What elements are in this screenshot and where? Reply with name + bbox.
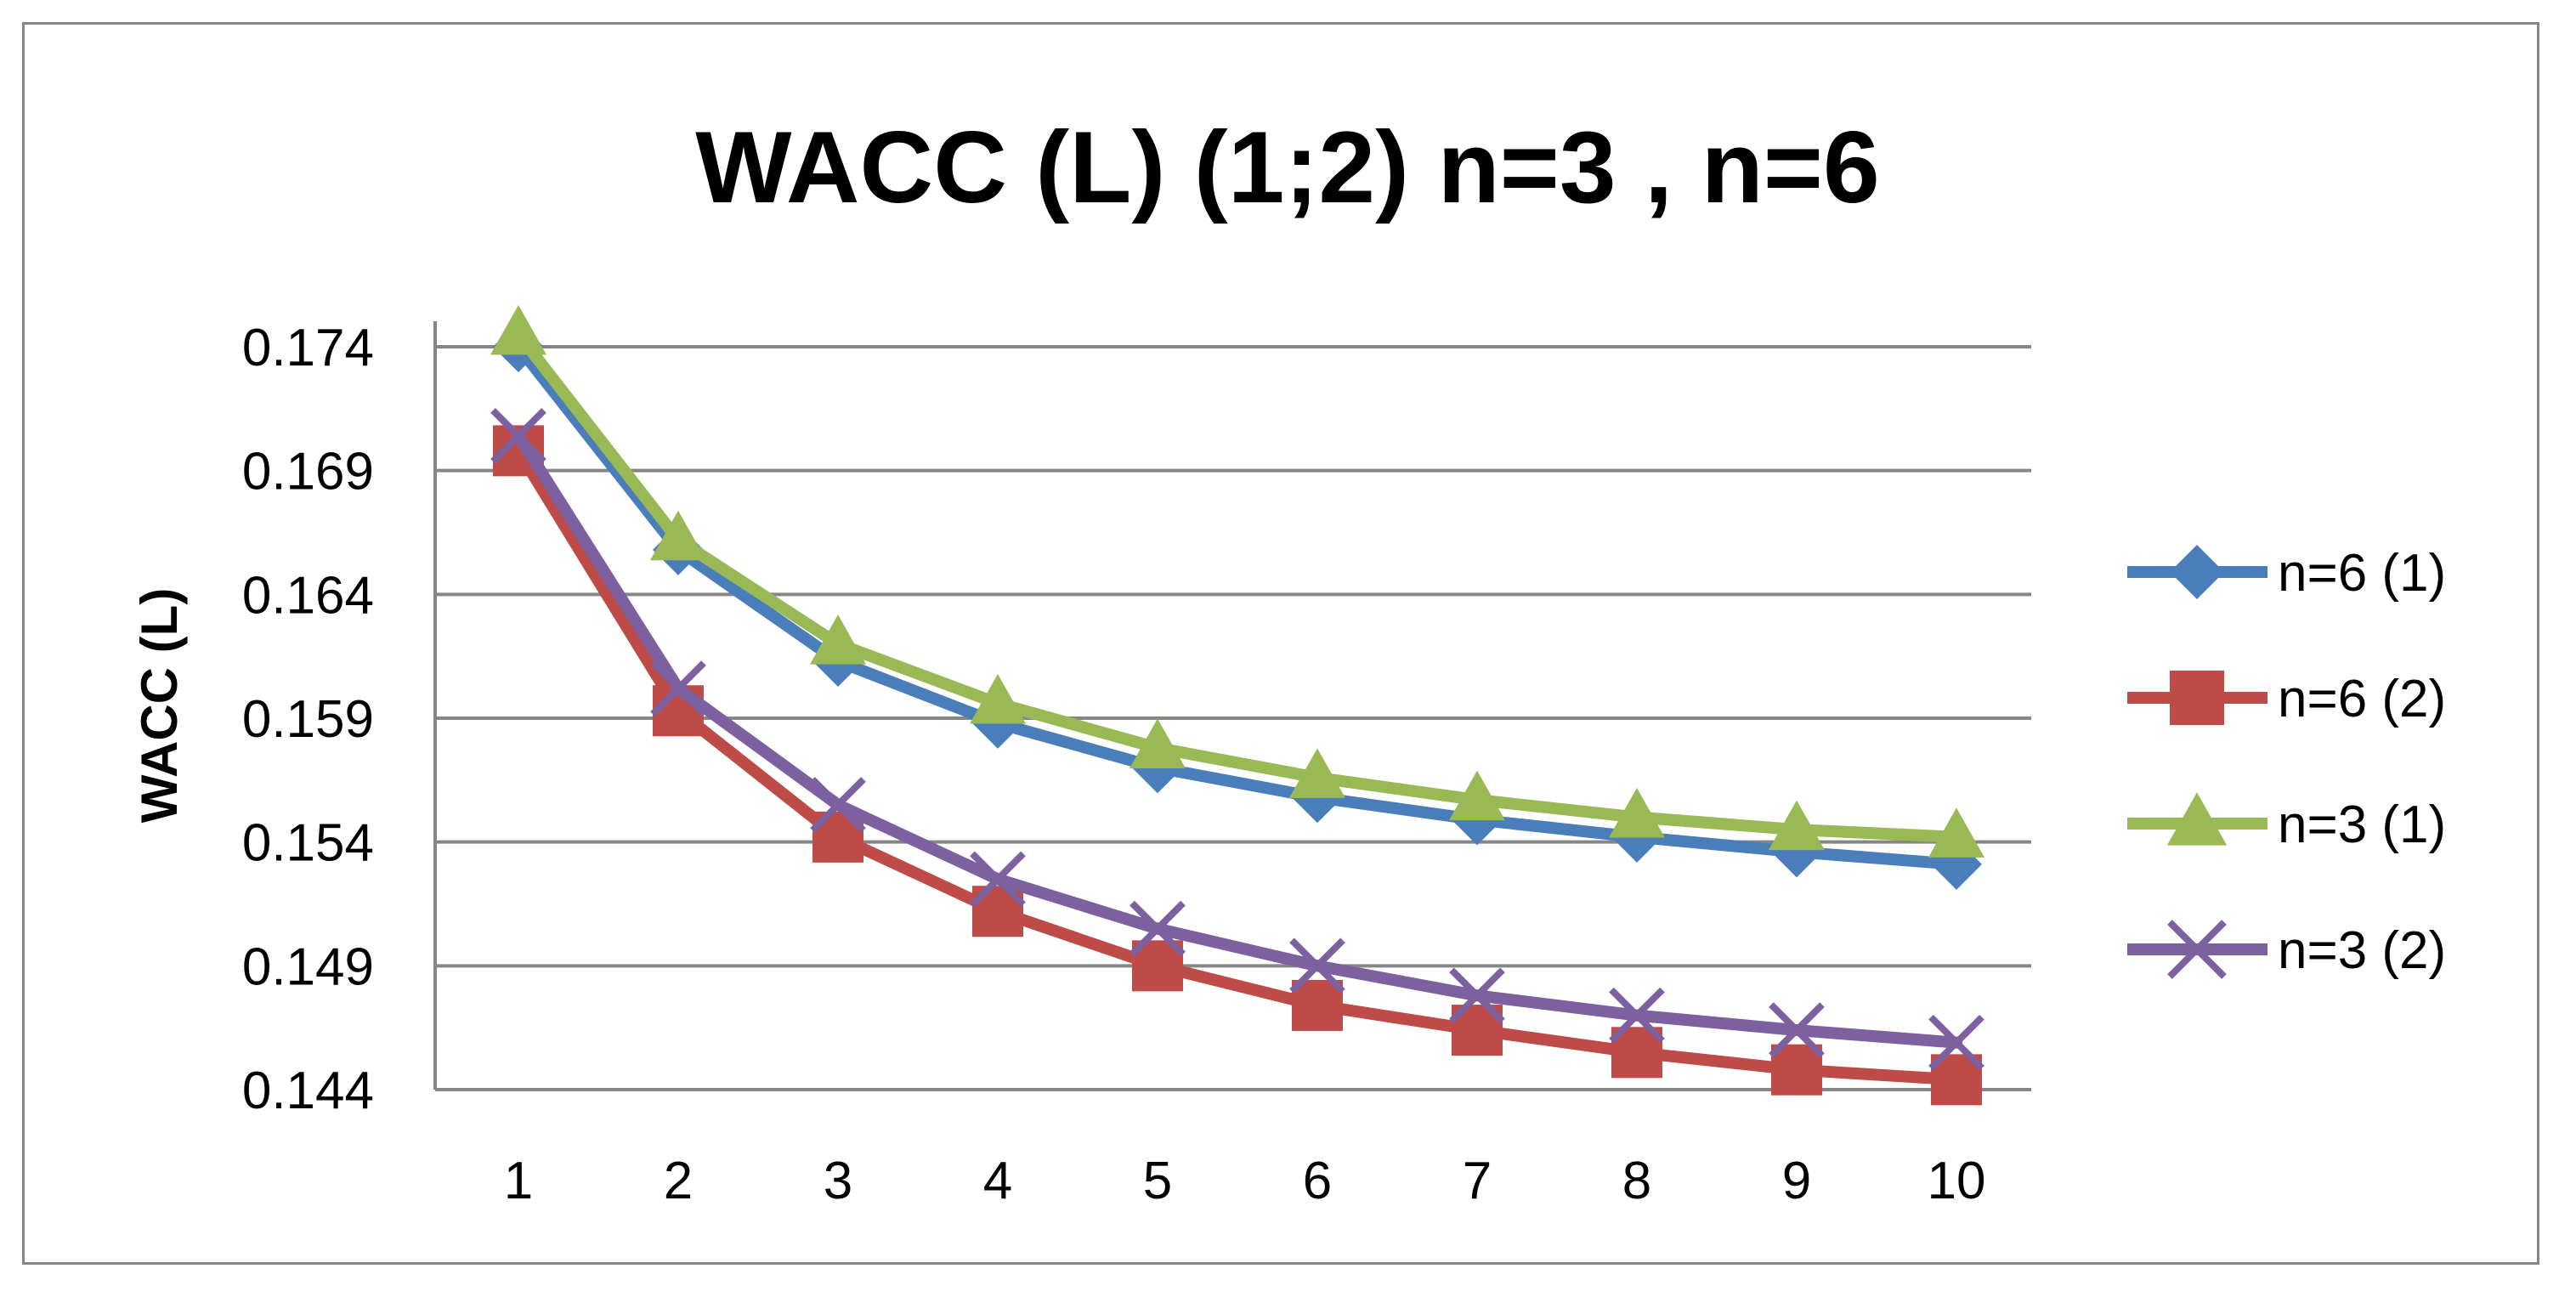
y-tick-label: 0.169 [242, 443, 374, 501]
series-line [512, 429, 1962, 1049]
axes [433, 321, 2031, 1091]
legend-marker [2166, 792, 2228, 846]
series-line [512, 341, 1962, 870]
data-point [970, 674, 1026, 724]
data-point [650, 660, 706, 716]
legend-item: n=6 (1) [2127, 544, 2446, 603]
legend-label: n=3 (1) [2278, 796, 2446, 854]
legend-marker [2170, 545, 2224, 599]
x-tick-label: 8 [1622, 1152, 1651, 1210]
data-point [1129, 900, 1186, 957]
y-tick-label: 0.144 [242, 1062, 374, 1120]
data-point [650, 510, 706, 561]
data-point [1771, 1044, 1822, 1096]
x-tick-label: 3 [824, 1152, 852, 1210]
data-point [1928, 1014, 1984, 1071]
x-tick-label: 2 [664, 1152, 693, 1210]
legend-item: n=6 (2) [2127, 670, 2446, 728]
series-line [512, 328, 1962, 843]
data-point [490, 304, 546, 355]
data-point [1609, 987, 1665, 1044]
legend: n=6 (1) n=6 (2) n=3 (1) n=3 (2) [2127, 544, 2446, 980]
data-point [1289, 937, 1345, 994]
series-n-6-1- [493, 321, 1982, 890]
legend-marker [2170, 671, 2224, 725]
x-tick-label: 6 [1303, 1152, 1332, 1210]
y-axis-label: WACC (L) [131, 588, 188, 824]
legend-item: n=3 (2) [2127, 920, 2446, 980]
legend-label: n=6 (2) [2278, 670, 2446, 728]
data-point [1292, 979, 1343, 1031]
series-n-3-2- [490, 408, 1984, 1071]
series-n-3-1- [490, 304, 1984, 858]
y-tick-labels: 0.144 0.149 0.154 0.159 0.164 0.169 0.174 [242, 319, 374, 1120]
data-point [1769, 800, 1825, 851]
y-tick-label: 0.154 [242, 814, 374, 873]
y-tick-label: 0.159 [242, 690, 374, 749]
y-tick-label: 0.174 [242, 319, 374, 377]
data-point [1928, 807, 1984, 858]
x-tick-label: 4 [983, 1152, 1012, 1210]
legend-label: n=6 (1) [2278, 544, 2446, 603]
data-point [1769, 1002, 1825, 1058]
series-line [512, 445, 1962, 1086]
data-point [1449, 967, 1505, 1024]
chart-title: WACC (L) (1;2) n=3 , n=6 [695, 110, 1879, 224]
x-tick-label: 9 [1782, 1152, 1811, 1210]
x-tick-label: 1 [504, 1152, 533, 1210]
data-point [1609, 788, 1665, 838]
data-point [490, 408, 546, 464]
legend-label: n=3 (2) [2278, 921, 2446, 980]
x-tick-label: 10 [1928, 1152, 1986, 1210]
x-tick-label: 5 [1143, 1152, 1172, 1210]
legend-marker [2167, 920, 2227, 979]
y-tick-label: 0.149 [242, 937, 374, 996]
data-point [970, 851, 1026, 908]
data-point [810, 615, 866, 665]
x-tick-labels: 1 2 3 4 5 6 7 8 9 10 [504, 1152, 1986, 1210]
series [490, 304, 1984, 1106]
data-point [1449, 770, 1505, 821]
data-point [1129, 718, 1186, 768]
y-tick-label: 0.164 [242, 566, 374, 625]
chart-frame [22, 22, 2539, 1265]
x-tick-label: 7 [1463, 1152, 1492, 1210]
data-point [1289, 748, 1345, 798]
data-point [810, 777, 866, 833]
gridlines [435, 345, 2031, 968]
legend-item: n=3 (1) [2127, 792, 2446, 854]
